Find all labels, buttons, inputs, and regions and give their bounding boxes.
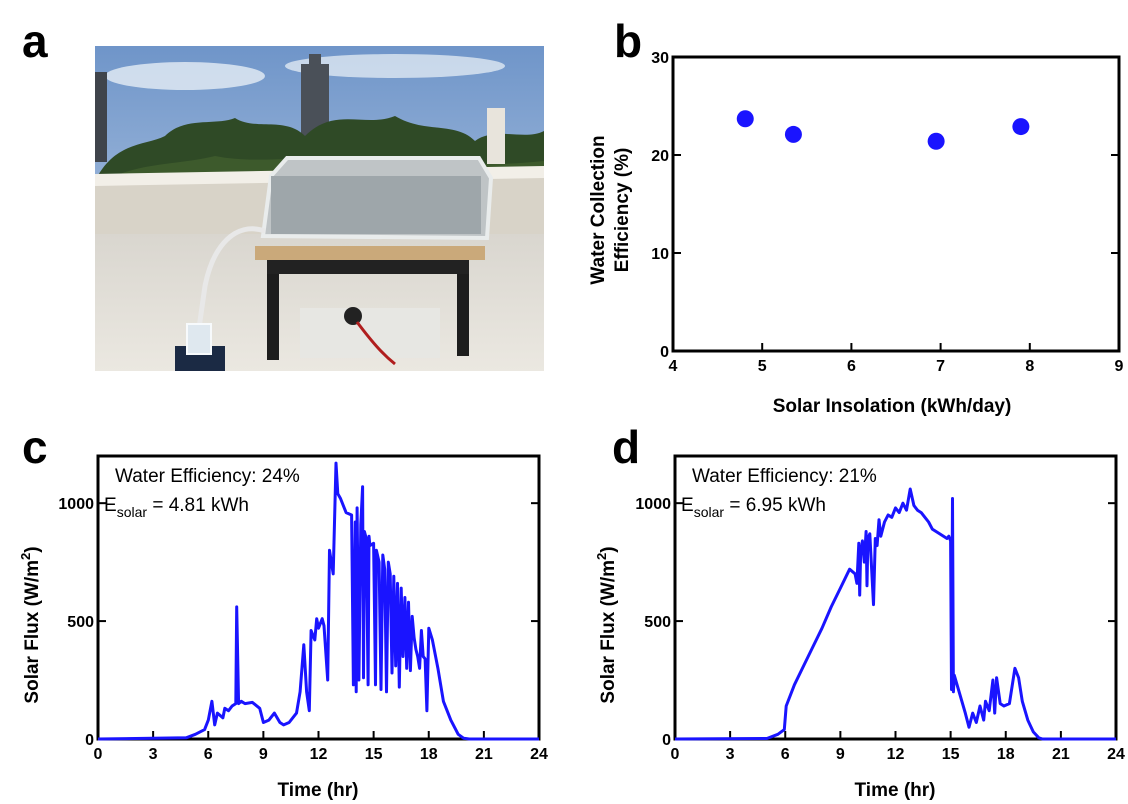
x-tick-label: 12 — [310, 746, 328, 763]
y-tick-label: 0 — [660, 344, 669, 361]
y-tick-label: 10 — [651, 246, 669, 263]
rooftop-solar-water-collector-photo-icon — [95, 46, 544, 371]
x-tick-label: 12 — [887, 746, 905, 763]
y-tick-label: 500 — [67, 614, 94, 631]
x-tick-label: 24 — [530, 746, 548, 763]
ylabel-line-1: Water Collection — [588, 135, 609, 284]
x-tick-label: 0 — [671, 746, 680, 763]
x-tick-label: 6 — [781, 746, 790, 763]
x-tick-label: 3 — [149, 746, 158, 763]
x-axis-label: Solar Insolation (kWh/day) — [773, 396, 1012, 417]
y-tick-label: 0 — [662, 732, 671, 749]
x-tick-label: 18 — [997, 746, 1015, 763]
x-tick-label: 5 — [758, 358, 767, 375]
x-tick-label: 6 — [847, 358, 856, 375]
x-tick-label: 9 — [836, 746, 845, 763]
panel-label-a: a — [22, 15, 48, 67]
rooftop-device-photo — [95, 46, 544, 371]
y-axis-label: Solar Flux (W/m2) — [18, 546, 43, 703]
x-tick-label: 24 — [1107, 746, 1125, 763]
y-tick-label: 30 — [651, 50, 669, 67]
ylabel-line-2: Efficiency (%) — [612, 148, 633, 273]
y-tick-label: 20 — [651, 148, 669, 165]
scatter-point — [784, 125, 802, 143]
scatter-point — [736, 110, 754, 128]
y-tick-label: 1000 — [58, 496, 94, 513]
x-tick-label: 3 — [726, 746, 735, 763]
scatter-point — [927, 132, 945, 150]
x-tick-label: 0 — [94, 746, 103, 763]
x-tick-label: 9 — [1115, 358, 1124, 375]
x-tick-label: 8 — [1025, 358, 1034, 375]
annotation-energy: Esolar = 4.81 kWh — [104, 495, 249, 520]
panel-label-c: c — [22, 421, 48, 473]
x-tick-label: 21 — [475, 746, 493, 763]
scatter-point — [1012, 118, 1030, 136]
y-axis-label: Solar Flux (W/m2) — [594, 546, 619, 703]
annotation-energy: Esolar = 6.95 kWh — [681, 495, 826, 520]
x-axis-label: Time (hr) — [855, 780, 936, 801]
y-tick-label: 0 — [85, 732, 94, 749]
x-tick-label: 15 — [365, 746, 383, 763]
x-tick-label: 9 — [259, 746, 268, 763]
panel-label-b: b — [614, 15, 643, 67]
x-tick-label: 4 — [669, 358, 678, 375]
plot-frame — [671, 55, 1121, 353]
x-axis-label: Time (hr) — [278, 780, 359, 801]
y-tick-label: 1000 — [635, 496, 671, 513]
panel-label-d: d — [612, 421, 641, 473]
x-tick-label: 6 — [204, 746, 213, 763]
x-tick-label: 15 — [942, 746, 960, 763]
series-line — [674, 487, 1116, 741]
x-tick-label: 18 — [420, 746, 438, 763]
annotation-efficiency: Water Efficiency: 24% — [115, 466, 300, 487]
x-tick-label: 21 — [1052, 746, 1070, 763]
x-tick-label: 7 — [936, 358, 945, 375]
series-line — [97, 461, 539, 741]
annotation-efficiency: Water Efficiency: 21% — [692, 466, 877, 487]
y-tick-label: 500 — [644, 614, 671, 631]
